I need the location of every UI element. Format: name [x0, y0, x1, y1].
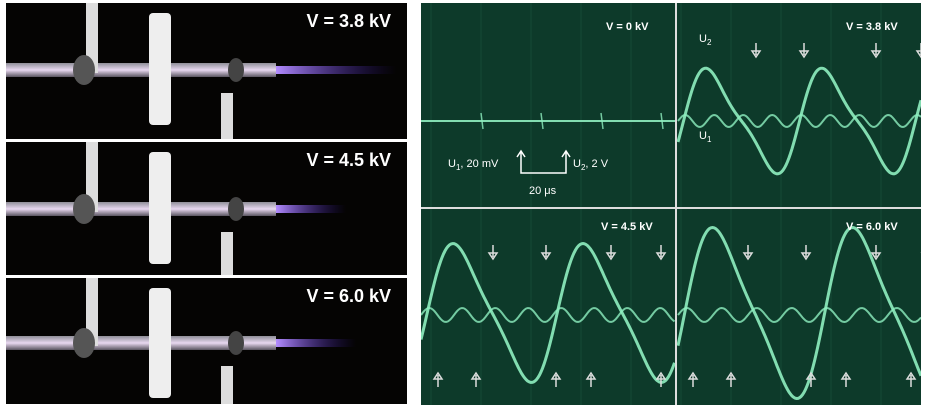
spike-mark	[540, 112, 544, 130]
spike-mark	[600, 112, 604, 130]
plasma-jet-photo	[6, 3, 396, 139]
u1-trace	[677, 306, 921, 324]
up-arrow-icon	[432, 371, 444, 387]
scope-grid	[430, 3, 882, 405]
voltage-label: V = 3.8 kV	[306, 11, 391, 31]
scope-arrows	[432, 43, 921, 387]
scope-voltage-label: V = 0 kV	[606, 21, 649, 33]
down-arrow-icon	[742, 245, 754, 261]
u1-scale-label: U1, 20 mV	[448, 158, 499, 173]
oscilloscope-screen: V = 0 kV V = 3.8 kV V = 4.5 kV V = 6.0 k…	[421, 3, 921, 405]
u1-trace-label: U1	[699, 130, 712, 145]
spike-mark	[660, 112, 664, 130]
up-arrow-icon	[805, 371, 817, 387]
up-arrow-icon	[725, 371, 737, 387]
u2-trace	[676, 225, 921, 401]
voltage-label: V = 4.5 kV	[306, 150, 391, 170]
u2-scale-label: U2, 2 V	[573, 158, 609, 173]
photo-panel-bottom: V = 6.0 kV	[6, 278, 407, 404]
down-arrow-icon	[605, 245, 617, 261]
down-arrow-icon	[870, 43, 882, 59]
u1-trace	[421, 307, 676, 323]
scope-voltage-label: V = 4.5 kV	[601, 221, 653, 233]
scope-traces	[421, 66, 921, 401]
down-arrow-icon	[487, 245, 499, 261]
spike-mark	[480, 112, 484, 130]
oscilloscope-traces	[421, 3, 921, 405]
photo-panel-top: V = 3.8 kV	[6, 3, 407, 139]
up-arrow-icon	[905, 371, 917, 387]
down-arrow-icon	[655, 245, 667, 261]
down-arrow-icon	[915, 43, 921, 59]
time-scale-label: 20 μs	[529, 185, 557, 197]
plasma-jet-photo	[6, 142, 346, 275]
up-arrow-icon	[470, 371, 482, 387]
up-arrow-icon	[840, 371, 852, 387]
down-arrow-icon	[750, 43, 762, 59]
voltage-label: V = 6.0 kV	[306, 286, 391, 306]
up-arrow-icon	[655, 371, 667, 387]
up-arrow-icon	[550, 371, 562, 387]
down-arrow-icon	[798, 43, 810, 59]
u2-trace	[421, 241, 676, 384]
scope-voltage-label: V = 3.8 kV	[846, 21, 898, 33]
u2-trace	[676, 66, 921, 176]
scale-bracket-icon	[516, 149, 571, 174]
photo-panel-middle: V = 4.5 kV	[6, 142, 407, 275]
u2-trace-label: U2	[699, 33, 712, 48]
u1-trace	[677, 113, 921, 129]
up-arrow-icon	[687, 371, 699, 387]
scope-voltage-label: V = 6.0 kV	[846, 221, 898, 233]
plasma-jet-photo	[6, 278, 356, 404]
up-arrow-icon	[585, 371, 597, 387]
down-arrow-icon	[540, 245, 552, 261]
down-arrow-icon	[870, 245, 882, 261]
down-arrow-icon	[800, 245, 812, 261]
